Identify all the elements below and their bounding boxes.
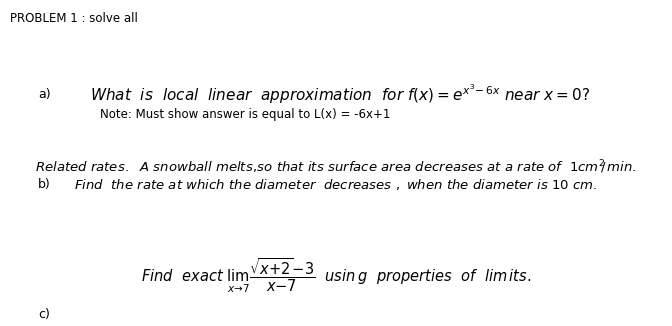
Text: b): b)	[38, 178, 51, 191]
Text: $\mathit{Find\ \ exact\ }$$\lim_{x\to 7}\dfrac{\sqrt{x+2}-3}{x-7}$$\ \mathit{\ u: $\mathit{Find\ \ exact\ }$$\lim_{x\to 7}…	[141, 256, 531, 295]
Text: $\mathit{Find\ \ the\ rate\ at\ which\ the\ diameter\ \ decreases\ ,\ when\ the\: $\mathit{Find\ \ the\ rate\ at\ which\ t…	[74, 177, 598, 192]
Text: a): a)	[38, 88, 50, 101]
Text: $\mathit{Related\ rates.\ \ A\ snowball\ melts,\!so\ that\ its\ surface\ area\ d: $\mathit{Related\ rates.\ \ A\ snowball\…	[35, 158, 637, 176]
Text: Note: Must show answer is equal to L(x) = -6x+1: Note: Must show answer is equal to L(x) …	[100, 108, 390, 121]
Text: PROBLEM 1 : solve all: PROBLEM 1 : solve all	[10, 12, 138, 25]
Text: $\mathit{What\ \ is\ \ local\ \ linear\ \ approximation\ \ for}$$\ f(x)=e^{x^3\!: $\mathit{What\ \ is\ \ local\ \ linear\ …	[90, 82, 590, 106]
Text: c): c)	[38, 308, 50, 321]
